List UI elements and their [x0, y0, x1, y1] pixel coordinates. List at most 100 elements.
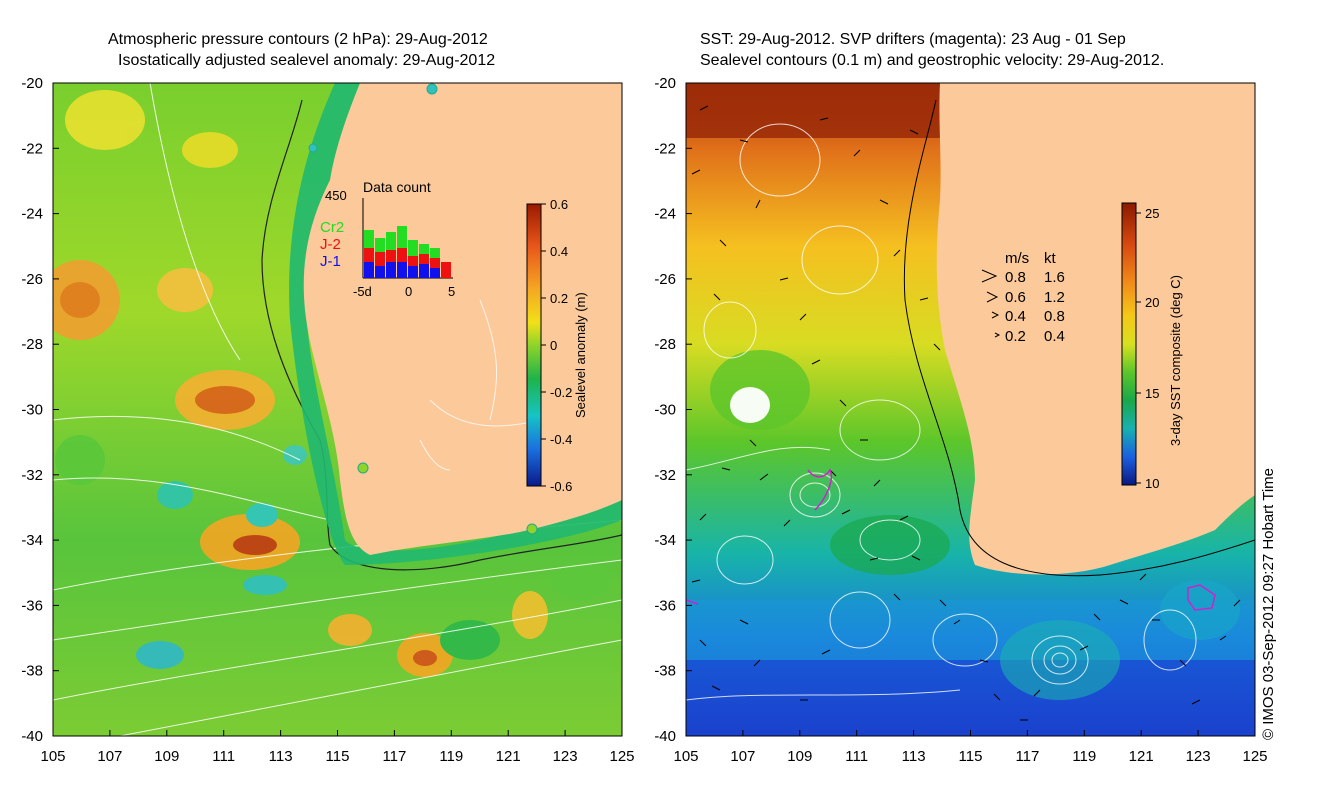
right-colorbar: 25 20 15 10 3-day SST composite (deg C)	[1121, 202, 1183, 491]
right-y-tick-label: -34	[654, 532, 676, 549]
velocity-ms-3: 0.2	[1005, 328, 1026, 345]
right-y-tick-label: -26	[654, 271, 676, 288]
right-y-tick-label: -30	[654, 402, 676, 419]
histogram-legend-j2: J-2	[320, 236, 341, 253]
right-y-tick-label: -40	[654, 728, 676, 745]
histogram-bar	[397, 262, 407, 278]
right-sst-features	[686, 83, 1255, 736]
left-y-tick-label: -24	[21, 206, 43, 223]
right-shelf-line	[903, 99, 1255, 577]
left-y-tick-label: -38	[21, 663, 43, 680]
velocity-legend-header-ms: m/s	[1005, 250, 1029, 267]
left-colorbar-label: Sealevel anomaly (m)	[573, 292, 588, 418]
left-colorbar-scale	[526, 203, 542, 487]
right-title-line1: SST: 29-Aug-2012. SVP drifters (magenta)…	[700, 31, 1126, 48]
velocity-arrow-0-6	[986, 291, 999, 303]
left-tide-gauge-2	[308, 143, 318, 153]
right-y-tick-label: -22	[654, 140, 676, 157]
histogram-bar	[375, 266, 385, 278]
left-x-tick-label: 119	[439, 748, 463, 765]
left-tide-gauge-4	[526, 523, 538, 535]
left-x-tick-label: 123	[553, 748, 578, 765]
right-cb-tick-label: 25	[1145, 206, 1159, 221]
velocity-legend-header-kt: kt	[1044, 250, 1057, 267]
left-coastal-strip	[289, 83, 622, 565]
left-y-axis: -20 -22 -24 -26 -28 -30 -32 -34 -36 -38 -40	[21, 75, 59, 745]
histogram-ymax-label: 450	[325, 188, 347, 203]
right-x-tick-label: 125	[1242, 748, 1267, 765]
histogram-x-label-mid: 0	[405, 284, 412, 299]
right-y-tick-label: -32	[654, 467, 676, 484]
left-x-tick-label: 111	[212, 748, 235, 765]
right-cb-tick-label: 20	[1145, 295, 1159, 310]
velocity-arrow-0-2	[994, 332, 1001, 338]
right-x-tick-label: 117	[1015, 748, 1039, 765]
velocity-kt-0: 1.6	[1044, 269, 1065, 286]
left-tide-gauge-1	[426, 83, 438, 95]
left-x-tick-label: 121	[496, 748, 521, 765]
right-x-tick-label: 121	[1129, 748, 1154, 765]
velocity-ms-1: 0.6	[1005, 289, 1026, 306]
right-cb-tick-label: 15	[1145, 386, 1159, 401]
left-y-tick-label: -28	[21, 336, 43, 353]
histogram-bar	[364, 262, 374, 278]
left-cb-tick-label: 0	[550, 338, 557, 353]
histogram-bar	[386, 262, 396, 278]
left-y-tick-label: -34	[21, 532, 43, 549]
left-cb-tick-label: -0.2	[550, 385, 572, 400]
histogram-x-label-start: -5d	[353, 284, 372, 299]
histogram-bar	[375, 252, 385, 278]
right-x-tick-label: 105	[673, 748, 698, 765]
left-tide-gauge-3	[357, 462, 369, 474]
left-cb-tick-label: 0.2	[550, 291, 568, 306]
left-x-tick-label: 107	[97, 748, 122, 765]
velocity-kt-2: 0.8	[1044, 308, 1065, 325]
histogram-legend-j1: J-1	[320, 253, 341, 270]
left-colorbar: 0.6 0.4 0.2 0 -0.2 -0.4 -0.6 Sealevel anomaly …	[526, 197, 588, 494]
velocity-kt-1: 1.2	[1044, 289, 1065, 306]
left-x-tick-label: 117	[382, 748, 406, 765]
right-colorbar-label: 3-day SST composite (deg C)	[1168, 275, 1183, 446]
left-y-tick-label: -26	[21, 271, 43, 288]
histogram-bar	[430, 268, 440, 278]
left-cb-tick-label: -0.4	[550, 432, 572, 447]
credit-text: © IMOS 03-Sep-2012 09:27 Hobart Time	[1260, 468, 1277, 740]
histogram-inset: 450 Data count Cr2	[320, 179, 455, 299]
left-anomaly-blobs	[53, 90, 610, 677]
right-title-line2: Sealevel contours (0.1 m) and geostrophi…	[700, 52, 1165, 69]
left-cb-tick-label: 0.6	[550, 197, 568, 212]
left-y-tick-label: -22	[21, 140, 43, 157]
right-x-tick-label: 113	[902, 748, 926, 765]
right-x-tick-label: 109	[787, 748, 812, 765]
left-colorbar-ticks: 0.6 0.4 0.2 0 -0.2 -0.4 -0.6	[541, 197, 572, 494]
histogram-x-label-end: 5	[448, 284, 455, 299]
left-y-tick-label: -36	[21, 597, 43, 614]
right-x-tick-label: 123	[1186, 748, 1211, 765]
left-title-line1: Atmospheric pressure contours (2 hPa): 2…	[108, 31, 488, 48]
left-y-tick-label: -20	[21, 75, 43, 92]
velocity-arrow-0-8	[981, 269, 998, 283]
right-y-tick-label: -20	[654, 75, 676, 92]
right-x-axis: 105 107 109 111 113 115 117 119 121 123 125	[673, 730, 1268, 765]
velocity-kt-3: 0.4	[1044, 328, 1065, 345]
left-x-axis: 105 107 109 111 113 115 117 119 121 123 125	[40, 730, 635, 765]
velocity-ms-2: 0.4	[1005, 308, 1026, 325]
right-y-tick-label: -36	[654, 597, 676, 614]
left-x-tick-label: 115	[326, 748, 350, 765]
left-cb-tick-label: -0.6	[550, 479, 572, 494]
right-y-tick-label: -38	[654, 663, 676, 680]
left-x-tick-label: 105	[40, 748, 65, 765]
histogram-bar	[419, 264, 429, 278]
left-x-tick-label: 125	[609, 748, 634, 765]
left-land	[303, 83, 622, 555]
right-land	[936, 83, 1255, 575]
right-drifter-1	[807, 468, 832, 511]
right-sealevel-contours	[686, 123, 1197, 701]
histogram-bar	[408, 266, 418, 278]
right-colorbar-ticks: 25 20 15 10	[1136, 206, 1159, 491]
histogram-legend-cr2: Cr2	[320, 219, 344, 236]
left-title-line2: Isostatically adjusted sealevel anomaly:…	[118, 52, 496, 69]
right-y-tick-label: -28	[654, 336, 676, 353]
velocity-legend: m/s kt 0.8 1.6 0.6 1.2 0.4 0.8 0.2 0.4	[981, 250, 1065, 345]
right-y-tick-label: -24	[654, 206, 676, 223]
